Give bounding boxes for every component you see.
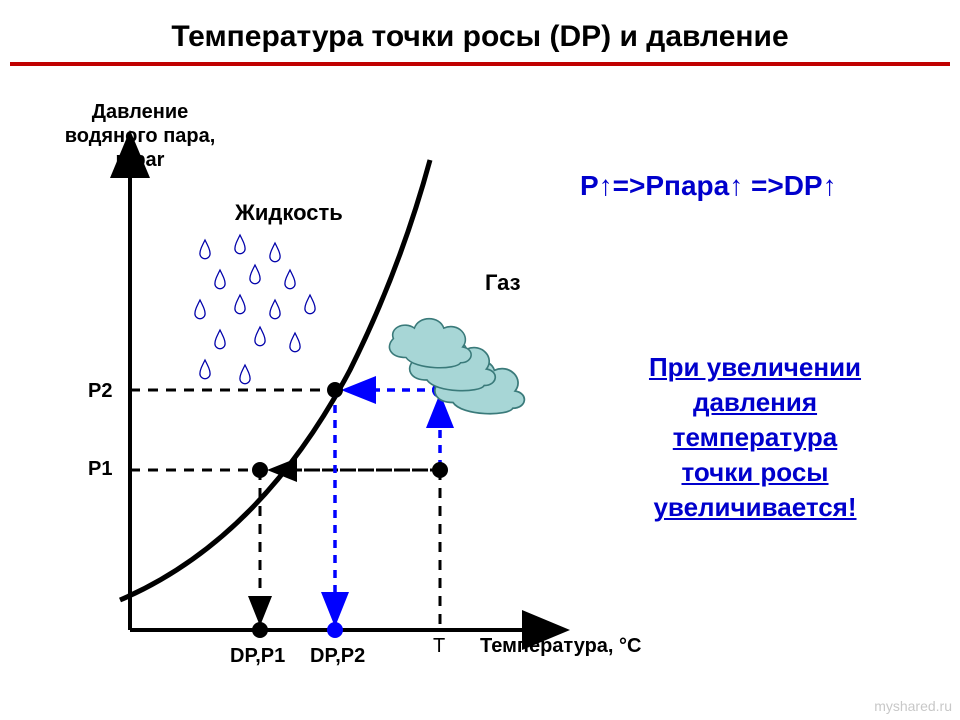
clouds-icon <box>389 319 524 414</box>
point-dp-p1-curve <box>252 462 268 478</box>
conclusion-line1: При увеличении <box>649 352 861 382</box>
page-title: Температура точки росы (DP) и давление <box>0 20 960 54</box>
dp-p1-label: DP,P1 <box>230 645 285 668</box>
watermark: myshared.ru <box>874 698 952 714</box>
conclusion-line4: точки росы <box>681 457 828 487</box>
conclusion-line2: давления <box>693 387 817 417</box>
p1-label: P1 <box>88 458 112 481</box>
point-dp-p2-axis <box>327 622 343 638</box>
gas-label: Газ <box>485 270 521 296</box>
p2-label: P2 <box>88 380 112 403</box>
droplets-icon <box>195 235 315 384</box>
chart-area: Давление водяного пара, mbar <box>40 90 920 690</box>
t-label: T <box>433 635 445 658</box>
x-axis-label: Температура, °C <box>480 635 641 658</box>
dp-p2-label: DP,P2 <box>310 645 365 668</box>
conclusion-line5: увеличивается! <box>653 492 856 522</box>
formula-text: P↑=>Pпара↑ =>DP↑ <box>580 170 837 202</box>
conclusion-line3: температура <box>673 422 837 452</box>
point-dp-p1-axis <box>252 622 268 638</box>
title-underline <box>10 62 950 66</box>
point-t-p1 <box>432 462 448 478</box>
chart-svg <box>40 90 600 680</box>
liquid-label: Жидкость <box>235 200 343 226</box>
point-dp-p2-curve <box>327 382 343 398</box>
saturation-curve <box>120 160 430 600</box>
conclusion-text: При увеличении давления температура точк… <box>600 350 910 525</box>
